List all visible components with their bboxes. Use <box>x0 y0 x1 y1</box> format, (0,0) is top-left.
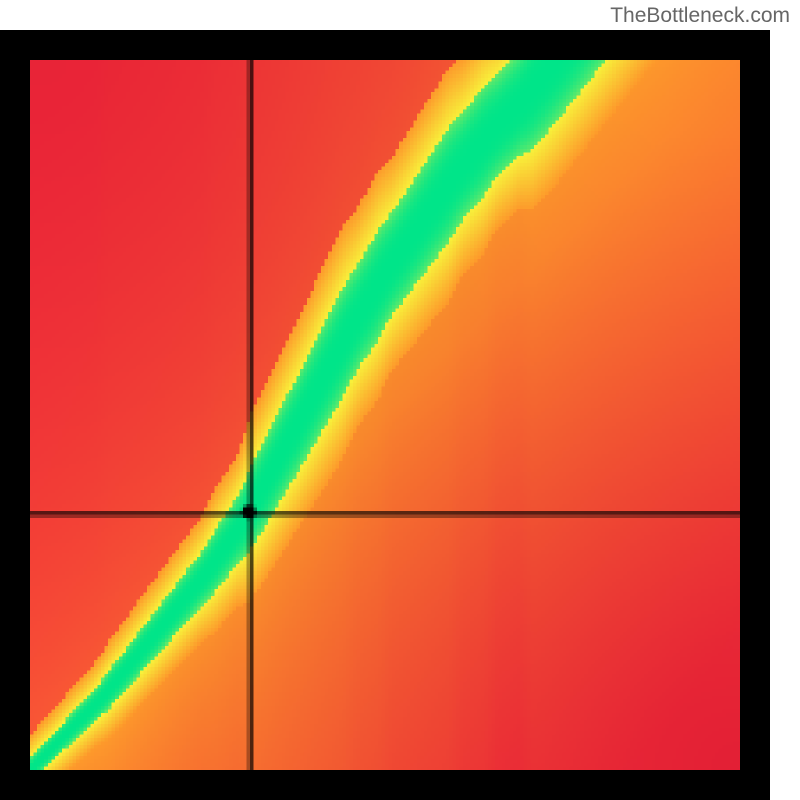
bottleneck-heatmap <box>30 60 740 770</box>
chart-container: TheBottleneck.com <box>0 0 800 800</box>
watermark-text: TheBottleneck.com <box>610 4 790 28</box>
chart-frame <box>0 30 770 800</box>
